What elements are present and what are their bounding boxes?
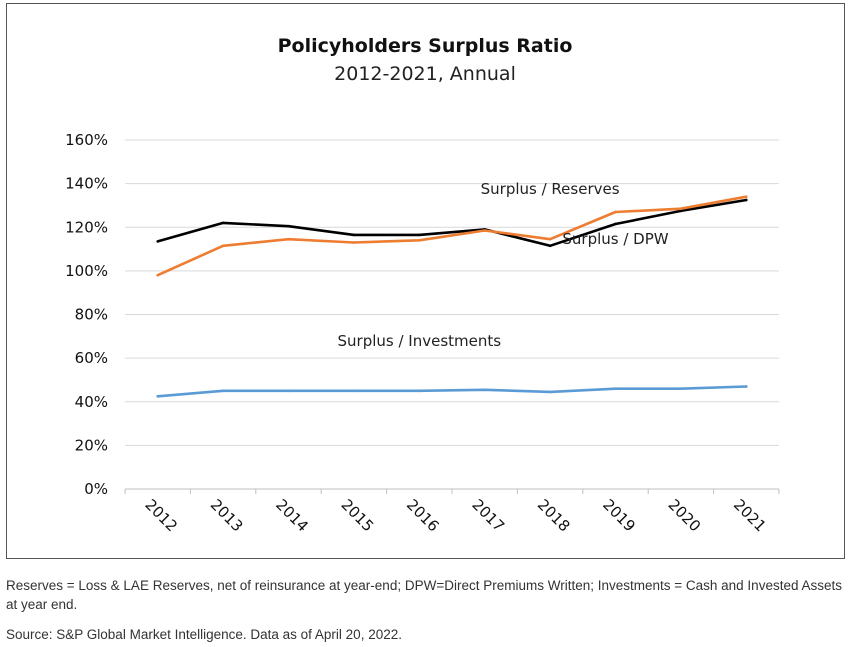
series-line-2 (157, 385, 747, 398)
series-label: Surplus / Reserves (481, 180, 620, 198)
y-tick-label: 140% (65, 175, 108, 193)
data-point (614, 210, 617, 214)
footnote-definitions: Reserves = Loss & LAE Reserves, net of r… (6, 578, 842, 612)
x-tick-label: 2015 (338, 496, 378, 536)
x-tick-label: 2016 (403, 496, 443, 536)
x-tick-label: 2017 (468, 496, 508, 536)
x-tick-label: 2018 (534, 496, 574, 536)
data-point (548, 237, 552, 241)
data-point (614, 387, 617, 390)
gridlines (125, 139, 779, 446)
x-tick-label: 2019 (599, 496, 639, 536)
series-labels: Surplus / Reserves Surplus / DPW Surplus /… (338, 180, 669, 350)
x-tick-label: 2020 (665, 496, 705, 536)
y-tick-label: 60% (75, 349, 108, 367)
series-label: Surplus / Investments (338, 332, 502, 350)
data-point (483, 229, 487, 232)
y-tick-label: 100% (65, 262, 108, 280)
data-point (679, 207, 683, 211)
series-line-0 (157, 198, 747, 248)
y-tick-label: 80% (75, 306, 108, 324)
data-point (156, 273, 159, 277)
x-tick-label: 2013 (207, 496, 247, 536)
data-point (483, 388, 487, 392)
data-point (418, 233, 421, 237)
data-point (548, 390, 552, 394)
series-lines (156, 195, 748, 398)
data-point (352, 241, 356, 244)
data-point (614, 222, 617, 226)
data-point (287, 237, 290, 241)
series-label: Surplus / DPW (562, 230, 668, 248)
chart-title: Policyholders Surplus Ratio (278, 35, 573, 57)
data-point (745, 198, 748, 202)
y-tick-label: 0% (84, 480, 108, 498)
y-tick-label: 20% (75, 436, 108, 454)
data-point (352, 233, 356, 237)
y-axis: 0% 20% 40% 60% 80% 100% 120% 140% 160% (65, 131, 108, 498)
data-point (287, 389, 290, 393)
data-point (679, 209, 683, 213)
y-tick-label: 40% (75, 393, 108, 411)
series-line-1 (157, 195, 747, 277)
y-tick-label: 160% (65, 131, 108, 149)
data-point (221, 221, 225, 225)
data-point (287, 224, 290, 228)
line-chart: Policyholders Surplus Ratio 2012-2021, A… (65, 35, 780, 536)
data-point (156, 394, 159, 398)
footnote-source: Source: S&P Global Market Intelligence. … (6, 627, 402, 642)
x-tick-label: 2014 (272, 496, 312, 536)
chart-frame: Policyholders Surplus Ratio 2012-2021, A… (6, 3, 845, 559)
data-point (221, 244, 225, 248)
data-point (745, 195, 748, 199)
data-point (548, 244, 552, 248)
data-point (418, 239, 421, 242)
y-tick-label: 120% (65, 218, 108, 236)
data-point (418, 389, 421, 393)
data-point (156, 240, 159, 243)
x-tick-label: 2012 (141, 496, 181, 536)
data-point (352, 389, 356, 393)
chart-subtitle: 2012-2021, Annual (334, 63, 516, 85)
data-point (679, 387, 683, 390)
x-axis: 2012 2013 2014 2015 2016 2017 2018 2019 2020 2021 (124, 488, 780, 536)
data-point (221, 389, 225, 393)
x-tick-label: 2021 (730, 496, 770, 536)
data-point (745, 385, 748, 388)
